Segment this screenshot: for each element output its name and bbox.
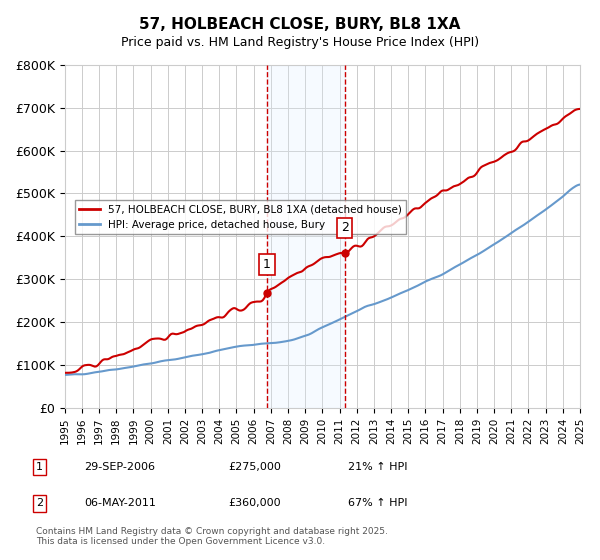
Text: £360,000: £360,000: [228, 498, 281, 508]
Bar: [267, 65, 344, 408]
Text: Price paid vs. HM Land Registry's House Price Index (HPI): Price paid vs. HM Land Registry's House …: [121, 36, 479, 49]
Text: 1: 1: [36, 462, 43, 472]
Text: Contains HM Land Registry data © Crown copyright and database right 2025.
This d: Contains HM Land Registry data © Crown c…: [36, 526, 388, 546]
Text: 21% ↑ HPI: 21% ↑ HPI: [348, 462, 407, 472]
Text: £275,000: £275,000: [228, 462, 281, 472]
Text: 2: 2: [36, 498, 43, 508]
Text: 67% ↑ HPI: 67% ↑ HPI: [348, 498, 407, 508]
Text: 2: 2: [341, 221, 349, 234]
Text: 1: 1: [263, 258, 271, 271]
Text: 06-MAY-2011: 06-MAY-2011: [84, 498, 156, 508]
Text: 29-SEP-2006: 29-SEP-2006: [84, 462, 155, 472]
Text: 57, HOLBEACH CLOSE, BURY, BL8 1XA: 57, HOLBEACH CLOSE, BURY, BL8 1XA: [139, 17, 461, 32]
Legend: 57, HOLBEACH CLOSE, BURY, BL8 1XA (detached house), HPI: Average price, detached: 57, HOLBEACH CLOSE, BURY, BL8 1XA (detac…: [75, 200, 406, 234]
